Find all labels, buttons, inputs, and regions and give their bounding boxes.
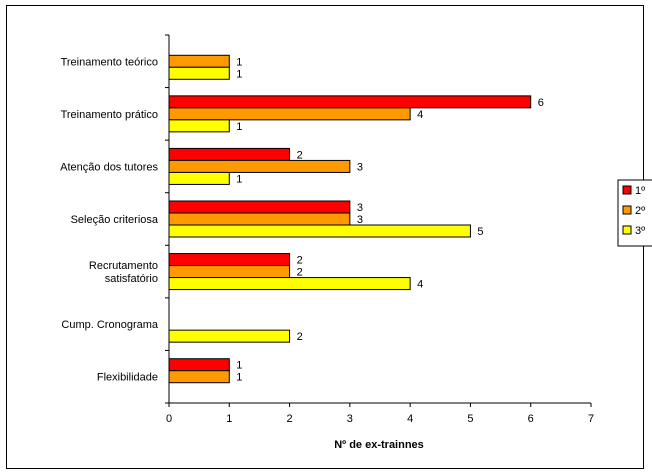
bar xyxy=(168,107,411,121)
x-tick-label: 1 xyxy=(226,413,232,425)
data-label: 2 xyxy=(297,255,303,267)
bar xyxy=(168,277,411,291)
legend-label: 3º xyxy=(635,225,645,237)
data-label: 4 xyxy=(417,279,423,291)
x-tick-label: 0 xyxy=(166,413,172,425)
data-label: 2 xyxy=(297,267,303,279)
bar xyxy=(168,119,230,133)
data-label: 3 xyxy=(357,161,363,173)
bar xyxy=(168,95,532,109)
legend-swatch xyxy=(622,205,632,215)
legend-label: 1º xyxy=(635,185,645,197)
data-label: 5 xyxy=(477,226,483,238)
bar xyxy=(168,370,230,384)
data-label: 1 xyxy=(236,360,242,372)
bar xyxy=(168,265,291,279)
x-axis-label: Nº de ex-trainnes xyxy=(334,439,424,451)
data-label: 3 xyxy=(357,214,363,226)
x-tick-label: 2 xyxy=(287,413,293,425)
category-label: satisfatório xyxy=(105,273,158,285)
bar xyxy=(168,171,230,185)
bar xyxy=(168,358,230,372)
data-label: 1 xyxy=(236,173,242,185)
legend-swatch xyxy=(622,185,632,195)
x-tick-label: 7 xyxy=(588,413,594,425)
bar xyxy=(168,147,291,161)
x-tick-label: 3 xyxy=(347,413,353,425)
bar xyxy=(168,200,351,214)
data-label: 1 xyxy=(236,121,242,133)
category-label: Atenção dos tutores xyxy=(60,161,158,173)
data-label: 1 xyxy=(236,372,242,384)
category-label: Treinamento prático xyxy=(61,109,158,121)
bar xyxy=(168,253,291,267)
data-label: 1 xyxy=(236,68,242,80)
data-label: 3 xyxy=(357,202,363,214)
bar xyxy=(168,224,471,238)
category-label: Flexibilidade xyxy=(97,372,158,384)
bar xyxy=(168,159,351,173)
data-label: 4 xyxy=(417,109,423,121)
bar xyxy=(168,54,230,68)
legend-swatch xyxy=(622,225,632,235)
category-label: Cump. Cronograma xyxy=(61,319,158,331)
bar xyxy=(168,66,230,80)
bar xyxy=(168,329,291,343)
category-label: Seleção criteriosa xyxy=(71,214,159,226)
data-label: 6 xyxy=(538,97,544,109)
data-label: 1 xyxy=(236,56,242,68)
data-label: 2 xyxy=(297,331,303,343)
category-label: Recrutamento xyxy=(89,260,158,272)
x-tick-label: 4 xyxy=(407,413,413,425)
x-tick-label: 6 xyxy=(528,413,534,425)
category-label: Treinamento teórico xyxy=(61,56,158,68)
data-label: 2 xyxy=(297,149,303,161)
legend-label: 2º xyxy=(635,205,645,217)
x-tick-label: 5 xyxy=(467,413,473,425)
bar xyxy=(168,212,351,226)
